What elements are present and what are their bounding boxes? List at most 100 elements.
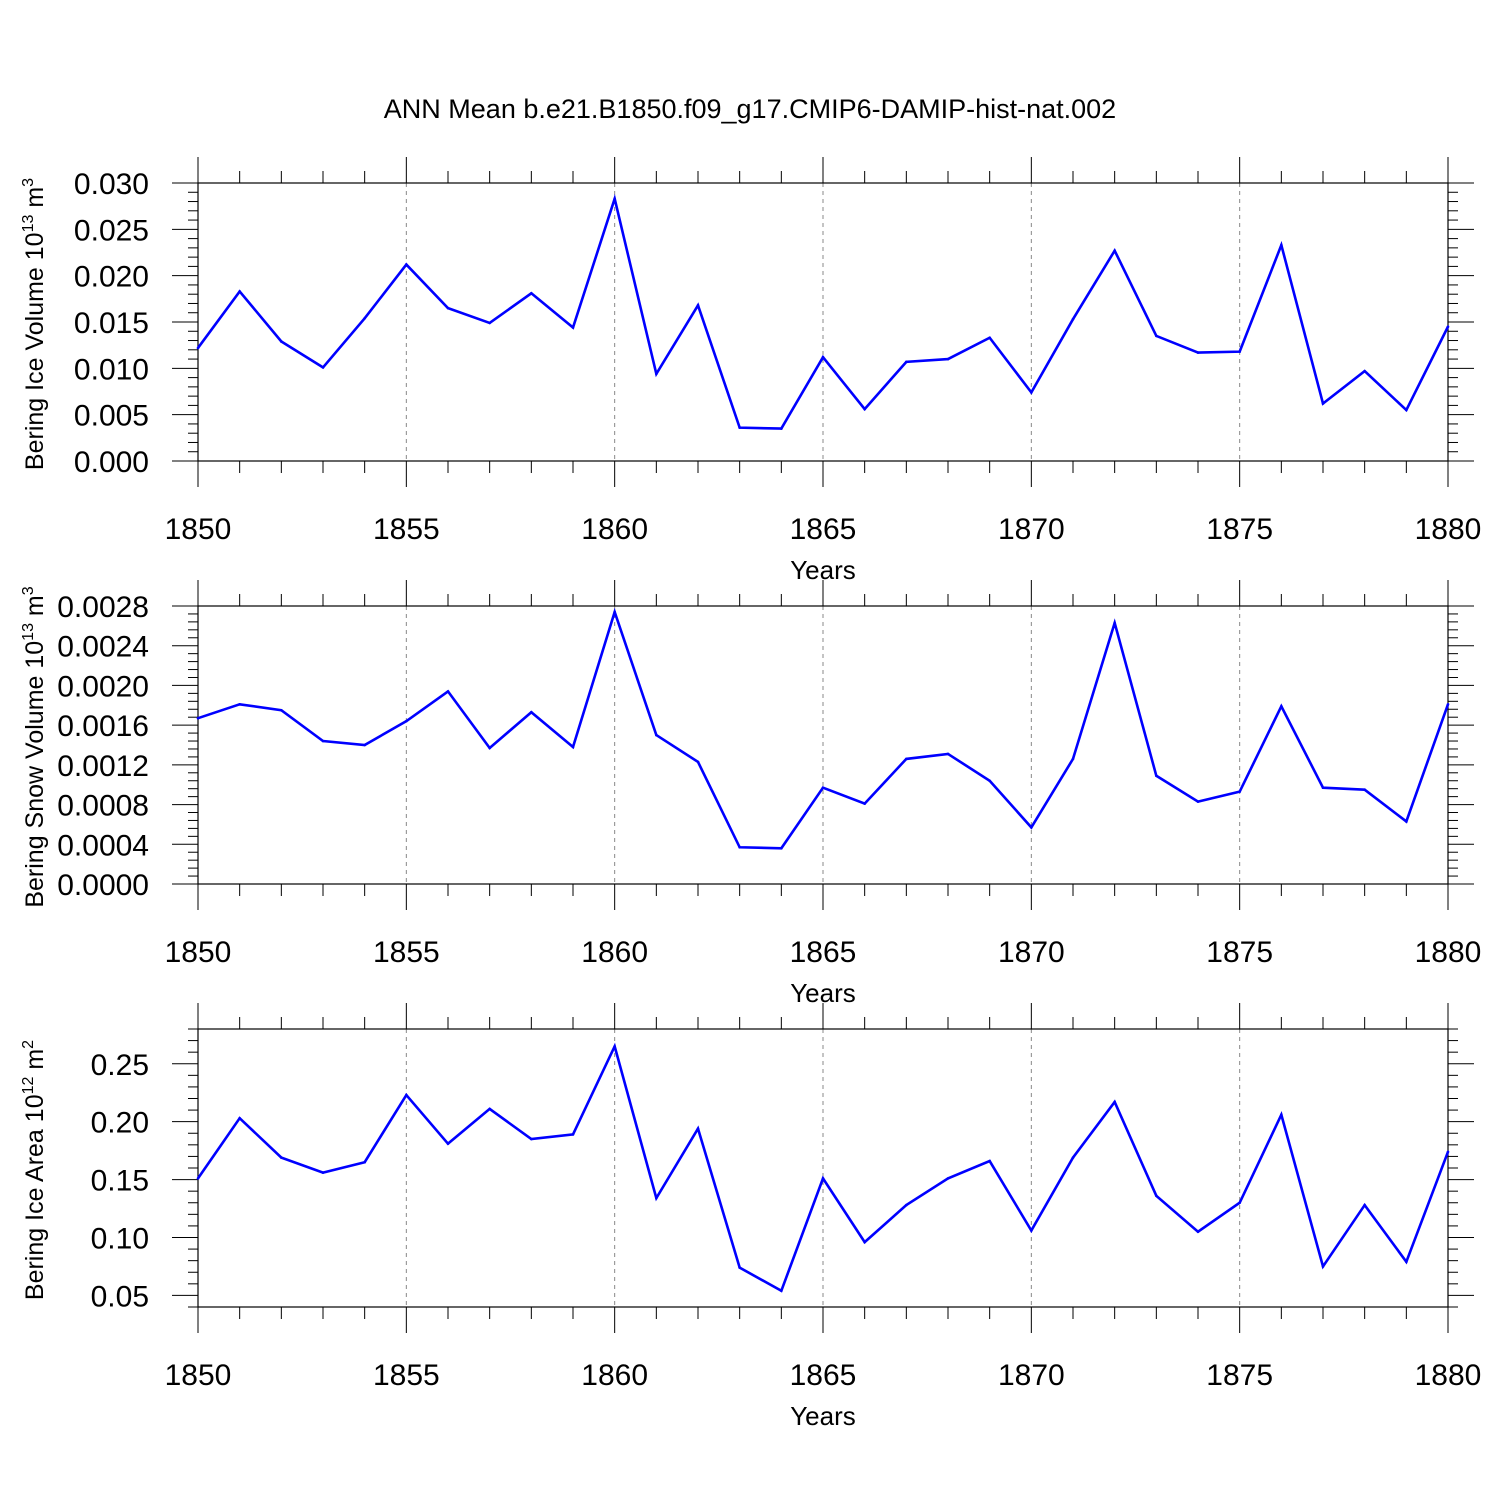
x-tick-label: 1850	[165, 513, 232, 546]
x-tick-label: 1880	[1415, 1359, 1482, 1392]
data-point	[238, 1116, 241, 1120]
y-axis-label-part: Bering Ice Area 10	[21, 1094, 49, 1300]
y-tick-label: 0.0012	[57, 750, 149, 783]
panel-1: 0.000 0.005 0.010 0.015 0.020 0.025 0.030 1850 1…	[20, 157, 1481, 585]
data-point	[821, 786, 825, 789]
data-point	[655, 1196, 658, 1200]
plot-frame	[197, 1028, 1449, 1308]
data-point	[988, 779, 991, 783]
y-tick-label: 0.020	[74, 261, 149, 294]
panel-3: 0.05 0.10 0.15 0.20 0.25 1850 1855 1860 1865 1870…	[20, 1003, 1481, 1431]
data-point	[988, 1159, 991, 1163]
y-tick-label: 0.005	[74, 400, 149, 433]
x-tick-label: 1855	[373, 1359, 440, 1392]
y-tick-label: 0.0020	[57, 670, 149, 703]
y-axis-label: Bering Ice Volume 1013 m3	[20, 178, 49, 470]
x-tick-label: 1880	[1415, 513, 1482, 546]
y-tick-label: 0.0016	[57, 710, 149, 743]
data-point	[530, 291, 533, 295]
x-tick-label: 1860	[581, 513, 648, 546]
data-point	[863, 802, 866, 805]
data-point	[988, 336, 991, 340]
data-point	[613, 197, 616, 201]
data-point	[488, 321, 491, 325]
data-point	[1446, 702, 1450, 706]
y-axis-label-superscript: 12	[20, 1076, 37, 1094]
data-point	[321, 366, 325, 369]
x-tick-label: 1870	[998, 936, 1065, 969]
data-point	[196, 1177, 200, 1180]
data-point	[1030, 1229, 1033, 1232]
data-point	[405, 263, 408, 266]
x-tick-label: 1850	[165, 1359, 232, 1392]
x-tick-label: 1865	[790, 936, 857, 969]
data-point	[655, 372, 658, 376]
x-axis-label: Years	[790, 1401, 856, 1431]
data-point	[946, 357, 950, 361]
plot-frame	[197, 182, 1449, 462]
data-point	[571, 326, 575, 329]
data-point	[571, 745, 575, 749]
data-point	[280, 708, 283, 712]
x-tick-label: 1870	[998, 513, 1065, 546]
data-point	[1238, 790, 1241, 793]
y-tick-label: 0.0004	[57, 829, 149, 862]
x-tick-label: 1870	[998, 1359, 1065, 1392]
y-axis-label-superscript: 3	[20, 178, 37, 187]
data-point	[1071, 1156, 1075, 1159]
data-point	[863, 407, 866, 411]
x-tick-label: 1865	[790, 1359, 857, 1392]
data-point	[1113, 249, 1116, 252]
x-tick-label: 1855	[373, 513, 440, 546]
x-tick-label: 1875	[1206, 1359, 1273, 1392]
data-point	[1363, 369, 1366, 373]
data-point	[405, 1093, 408, 1097]
data-point	[1280, 704, 1283, 708]
data-point	[1363, 1203, 1366, 1207]
data-point	[696, 1127, 700, 1130]
data-point	[363, 1160, 366, 1164]
data-point	[1113, 621, 1116, 625]
data-point	[780, 846, 783, 850]
data-point	[1030, 391, 1033, 394]
data-point	[821, 1177, 825, 1180]
y-axis-label-superscript: 3	[20, 586, 37, 595]
data-point	[1321, 402, 1325, 405]
data-point	[1155, 1194, 1158, 1198]
y-tick-label: 0.0000	[57, 869, 149, 902]
y-tick-label: 0.25	[91, 1049, 149, 1082]
x-tick-label: 1850	[165, 936, 232, 969]
y-tick-label: 0.05	[91, 1280, 149, 1313]
x-tick-label: 1860	[581, 1359, 648, 1392]
data-point	[1405, 820, 1408, 823]
data-point	[1071, 317, 1075, 321]
data-point	[488, 1107, 491, 1111]
y-axis-label-part: m	[21, 187, 49, 215]
data-point	[238, 702, 241, 706]
data-point	[905, 1203, 908, 1207]
data-point	[696, 760, 700, 764]
data-point	[1363, 788, 1366, 791]
data-point	[1405, 1260, 1408, 1264]
y-tick-label: 0.10	[91, 1223, 149, 1256]
data-point	[280, 1156, 283, 1159]
data-point	[1280, 1113, 1283, 1117]
data-point	[1446, 325, 1450, 328]
data-point	[1155, 334, 1158, 338]
data-point	[905, 360, 908, 364]
data-point	[613, 610, 616, 614]
data-point	[196, 716, 200, 720]
data-point	[446, 690, 450, 693]
y-axis-label-superscript: 2	[20, 1040, 37, 1049]
y-tick-label: 0.20	[91, 1107, 149, 1140]
y-tick-label: 0.010	[74, 353, 149, 386]
data-point	[488, 746, 491, 750]
x-tick-label: 1880	[1415, 936, 1482, 969]
data-point	[1071, 757, 1075, 761]
data-point	[446, 1142, 450, 1145]
data-point	[1113, 1100, 1116, 1104]
data-point	[530, 1137, 533, 1141]
y-tick-label: 0.025	[74, 214, 149, 247]
